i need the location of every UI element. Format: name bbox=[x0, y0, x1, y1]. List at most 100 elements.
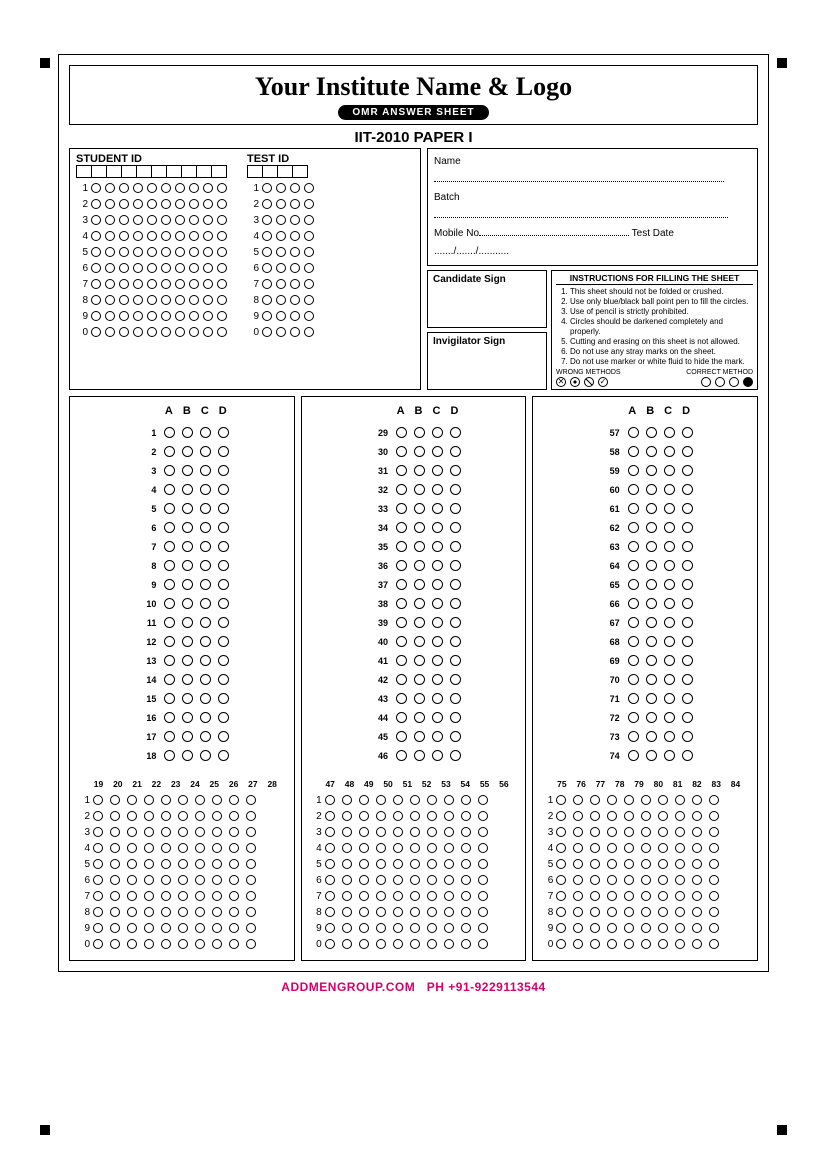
bubble[interactable] bbox=[646, 598, 657, 609]
bubble[interactable] bbox=[461, 875, 471, 885]
bubble[interactable] bbox=[628, 655, 639, 666]
bubble[interactable] bbox=[414, 446, 425, 457]
bubble[interactable] bbox=[178, 891, 188, 901]
bubble[interactable] bbox=[119, 311, 129, 321]
bubble[interactable] bbox=[444, 907, 454, 917]
bubble[interactable] bbox=[427, 923, 437, 933]
bubble[interactable] bbox=[127, 811, 137, 821]
bubble[interactable] bbox=[127, 795, 137, 805]
bubble[interactable] bbox=[410, 939, 420, 949]
bubble[interactable] bbox=[393, 923, 403, 933]
bubble[interactable] bbox=[709, 939, 719, 949]
bubble[interactable] bbox=[91, 183, 101, 193]
bubble[interactable] bbox=[218, 465, 229, 476]
bubble[interactable] bbox=[161, 859, 171, 869]
bubble[interactable] bbox=[276, 183, 286, 193]
bubble[interactable] bbox=[276, 327, 286, 337]
bubble[interactable] bbox=[203, 231, 213, 241]
bubble[interactable] bbox=[432, 693, 443, 704]
bubble[interactable] bbox=[396, 541, 407, 552]
bubble[interactable] bbox=[203, 183, 213, 193]
bubble[interactable] bbox=[410, 891, 420, 901]
bubble[interactable] bbox=[675, 891, 685, 901]
bubble[interactable] bbox=[432, 579, 443, 590]
bubble[interactable] bbox=[200, 465, 211, 476]
bubble[interactable] bbox=[218, 503, 229, 514]
bubble[interactable] bbox=[325, 859, 335, 869]
bubble[interactable] bbox=[573, 907, 583, 917]
bubble[interactable] bbox=[675, 843, 685, 853]
test-id-bubbles[interactable]: 1234567890 bbox=[247, 180, 314, 340]
bubble[interactable] bbox=[414, 655, 425, 666]
bubble[interactable] bbox=[262, 263, 272, 273]
bubble[interactable] bbox=[195, 843, 205, 853]
bubble[interactable] bbox=[200, 693, 211, 704]
bubble[interactable] bbox=[133, 327, 143, 337]
bubble[interactable] bbox=[682, 712, 693, 723]
bubble[interactable] bbox=[304, 215, 314, 225]
bubble[interactable] bbox=[218, 427, 229, 438]
bubble[interactable] bbox=[450, 636, 461, 647]
bubble[interactable] bbox=[641, 923, 651, 933]
bubble[interactable] bbox=[450, 446, 461, 457]
bubble[interactable] bbox=[414, 427, 425, 438]
bubble[interactable] bbox=[212, 891, 222, 901]
bubble[interactable] bbox=[682, 693, 693, 704]
bubble[interactable] bbox=[119, 231, 129, 241]
bubble[interactable] bbox=[195, 827, 205, 837]
bubble[interactable] bbox=[203, 327, 213, 337]
bubble[interactable] bbox=[342, 891, 352, 901]
batch-field[interactable] bbox=[434, 217, 728, 218]
bubble[interactable] bbox=[573, 939, 583, 949]
bubble[interactable] bbox=[144, 923, 154, 933]
bubble[interactable] bbox=[359, 859, 369, 869]
bubble[interactable] bbox=[195, 939, 205, 949]
bubble[interactable] bbox=[290, 231, 300, 241]
bubble[interactable] bbox=[709, 811, 719, 821]
bubble[interactable] bbox=[410, 859, 420, 869]
bubble[interactable] bbox=[682, 731, 693, 742]
bubble[interactable] bbox=[147, 279, 157, 289]
bubble[interactable] bbox=[646, 446, 657, 457]
bubble[interactable] bbox=[664, 465, 675, 476]
bubble[interactable] bbox=[646, 712, 657, 723]
bubble[interactable] bbox=[161, 215, 171, 225]
bubble[interactable] bbox=[628, 503, 639, 514]
bubble[interactable] bbox=[178, 843, 188, 853]
bubble[interactable] bbox=[110, 795, 120, 805]
bubble[interactable] bbox=[262, 183, 272, 193]
bubble[interactable] bbox=[161, 875, 171, 885]
bubble[interactable] bbox=[178, 923, 188, 933]
bubble[interactable] bbox=[147, 263, 157, 273]
bubble[interactable] bbox=[709, 795, 719, 805]
bubble[interactable] bbox=[682, 674, 693, 685]
bubble[interactable] bbox=[432, 484, 443, 495]
bubble[interactable] bbox=[144, 939, 154, 949]
bubble[interactable] bbox=[427, 795, 437, 805]
bubble[interactable] bbox=[444, 859, 454, 869]
bubble[interactable] bbox=[607, 939, 617, 949]
bubble[interactable] bbox=[189, 295, 199, 305]
bubble[interactable] bbox=[342, 811, 352, 821]
bubble[interactable] bbox=[203, 279, 213, 289]
bubble[interactable] bbox=[461, 827, 471, 837]
bubble[interactable] bbox=[573, 891, 583, 901]
bubble[interactable] bbox=[218, 655, 229, 666]
bubble[interactable] bbox=[646, 541, 657, 552]
bubble[interactable] bbox=[164, 427, 175, 438]
bubble[interactable] bbox=[105, 279, 115, 289]
student-id-bubbles[interactable]: 1234567890 bbox=[76, 180, 227, 340]
bubble[interactable] bbox=[119, 183, 129, 193]
bubble[interactable] bbox=[692, 811, 702, 821]
bubble[interactable] bbox=[161, 247, 171, 257]
bubble[interactable] bbox=[175, 279, 185, 289]
bubble[interactable] bbox=[396, 503, 407, 514]
bubble[interactable] bbox=[432, 731, 443, 742]
bubble[interactable] bbox=[218, 617, 229, 628]
bubble[interactable] bbox=[607, 891, 617, 901]
bubble[interactable] bbox=[110, 875, 120, 885]
bubble[interactable] bbox=[182, 636, 193, 647]
bubble[interactable] bbox=[91, 231, 101, 241]
bubble[interactable] bbox=[432, 560, 443, 571]
bubble[interactable] bbox=[359, 795, 369, 805]
